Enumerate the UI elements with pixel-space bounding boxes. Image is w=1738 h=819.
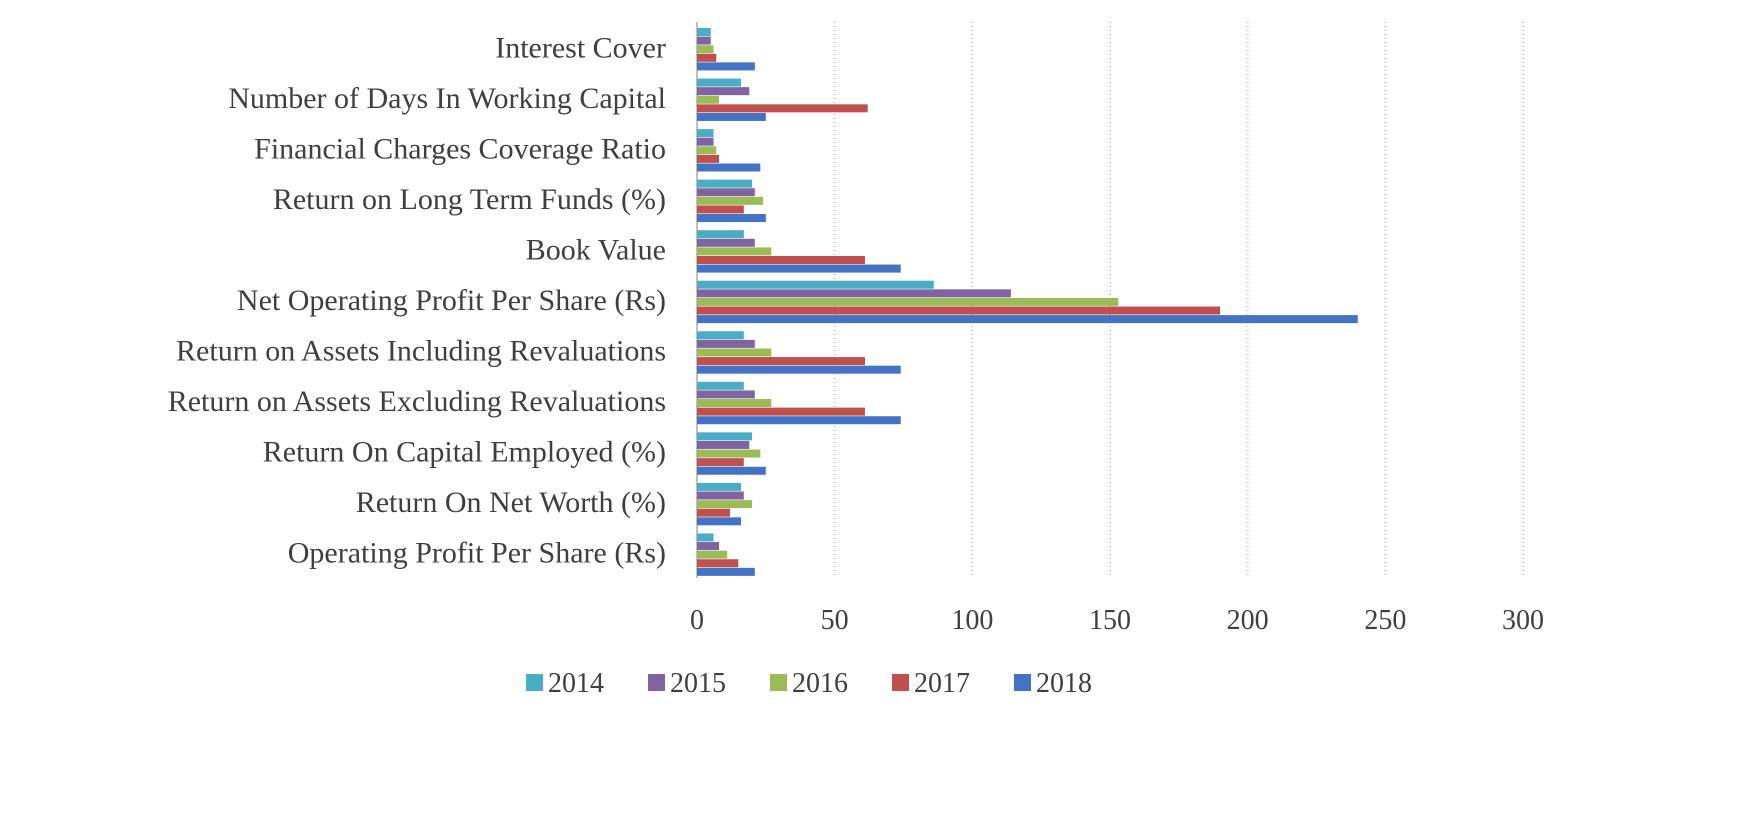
bar-2016 [697, 196, 764, 205]
bar-2016 [697, 348, 772, 357]
legend-swatch [770, 674, 787, 691]
bar-2018 [697, 112, 766, 121]
bar-2014 [697, 533, 714, 542]
bar-2017 [697, 306, 1221, 315]
bar-2016 [697, 550, 728, 559]
category-label: Return On Net Worth (%) [356, 486, 666, 519]
bar-2015 [697, 289, 1011, 298]
bar-2015 [697, 137, 714, 146]
bar-2014 [697, 28, 711, 36]
bar-2016 [697, 399, 772, 408]
bar-2015 [697, 542, 720, 551]
bar-2016 [697, 297, 1119, 306]
bar-2014 [697, 230, 744, 239]
legend-label: 2018 [1036, 668, 1092, 699]
category-label: Financial Charges Coverage Ratio [254, 132, 666, 165]
bar-2014 [697, 179, 753, 188]
bar-2014 [697, 280, 934, 289]
x-axis-tick-labels: 0 50 100 150 200 250 300 [690, 605, 1544, 636]
bar-2015 [697, 440, 750, 449]
category-label: Operating Profit Per Share (Rs) [288, 537, 666, 570]
legend-swatch [1014, 674, 1031, 691]
legend-label: 2017 [914, 668, 970, 699]
bar-2014 [697, 482, 742, 491]
category-label: Interest Cover [495, 31, 666, 64]
legend-label: 2016 [792, 668, 848, 699]
bar-2017 [697, 357, 865, 366]
bar-2016 [697, 45, 714, 54]
category-label: Return on Long Term Funds (%) [273, 183, 666, 216]
bar-2017 [697, 255, 865, 264]
x-tick-label: 250 [1364, 605, 1406, 636]
bar-2014 [697, 432, 753, 441]
x-tick-label: 200 [1227, 605, 1269, 636]
bar-2017 [697, 104, 868, 113]
bar-2018 [697, 62, 755, 71]
bar-2016 [697, 146, 717, 155]
bar-2016 [697, 95, 720, 104]
legend-swatch [892, 674, 909, 691]
bar-2018 [697, 264, 901, 273]
bar-2015 [697, 87, 750, 96]
bar-2018 [697, 466, 766, 475]
bars [697, 28, 1358, 576]
bar-2014 [697, 331, 744, 340]
bar-2017 [697, 559, 739, 568]
bar-2015 [697, 238, 755, 247]
bar-2015 [697, 339, 755, 348]
category-label: Return On Capital Employed (%) [263, 436, 666, 469]
category-label: Return on Assets Including Revaluations [176, 335, 666, 368]
x-tick-label: 300 [1502, 605, 1544, 636]
category-label: Number of Days In Working Capital [228, 82, 666, 115]
x-tick-label: 150 [1089, 605, 1131, 636]
bar-2018 [697, 365, 901, 374]
bar-2016 [697, 449, 761, 458]
category-labels: Interest Cover Number of Days In Working … [168, 31, 666, 569]
bar-2017 [697, 407, 865, 416]
bar-2014 [697, 78, 742, 87]
bar-2018 [697, 416, 901, 425]
x-tick-label: 0 [690, 605, 704, 636]
legend: 2014 2015 2016 2017 2018 [526, 668, 1092, 699]
bar-2017 [697, 154, 720, 163]
bar-2015 [697, 188, 755, 197]
bar-2018 [697, 214, 766, 223]
bar-2014 [697, 381, 744, 390]
x-tick-label: 50 [821, 605, 849, 636]
legend-label: 2014 [548, 668, 604, 699]
bar-2017 [697, 205, 744, 214]
bar-2017 [697, 53, 717, 62]
bar-2017 [697, 508, 731, 517]
legend-swatch [648, 674, 665, 691]
bar-2015 [697, 491, 744, 500]
bar-2018 [697, 567, 755, 576]
bar-2015 [697, 390, 755, 399]
category-label: Book Value [526, 233, 666, 266]
bar-2018 [697, 517, 742, 526]
x-tick-label: 100 [951, 605, 993, 636]
bar-2017 [697, 458, 744, 467]
bar-2016 [697, 500, 753, 509]
bar-2018 [697, 163, 761, 172]
category-label: Return on Assets Excluding Revaluations [168, 385, 666, 418]
category-label: Net Operating Profit Per Share (Rs) [237, 284, 666, 317]
bar-2018 [697, 315, 1358, 324]
bar-2014 [697, 129, 714, 138]
legend-swatch [526, 674, 543, 691]
bar-2016 [697, 247, 772, 256]
bar-2015 [697, 36, 711, 45]
legend-label: 2015 [670, 668, 726, 699]
